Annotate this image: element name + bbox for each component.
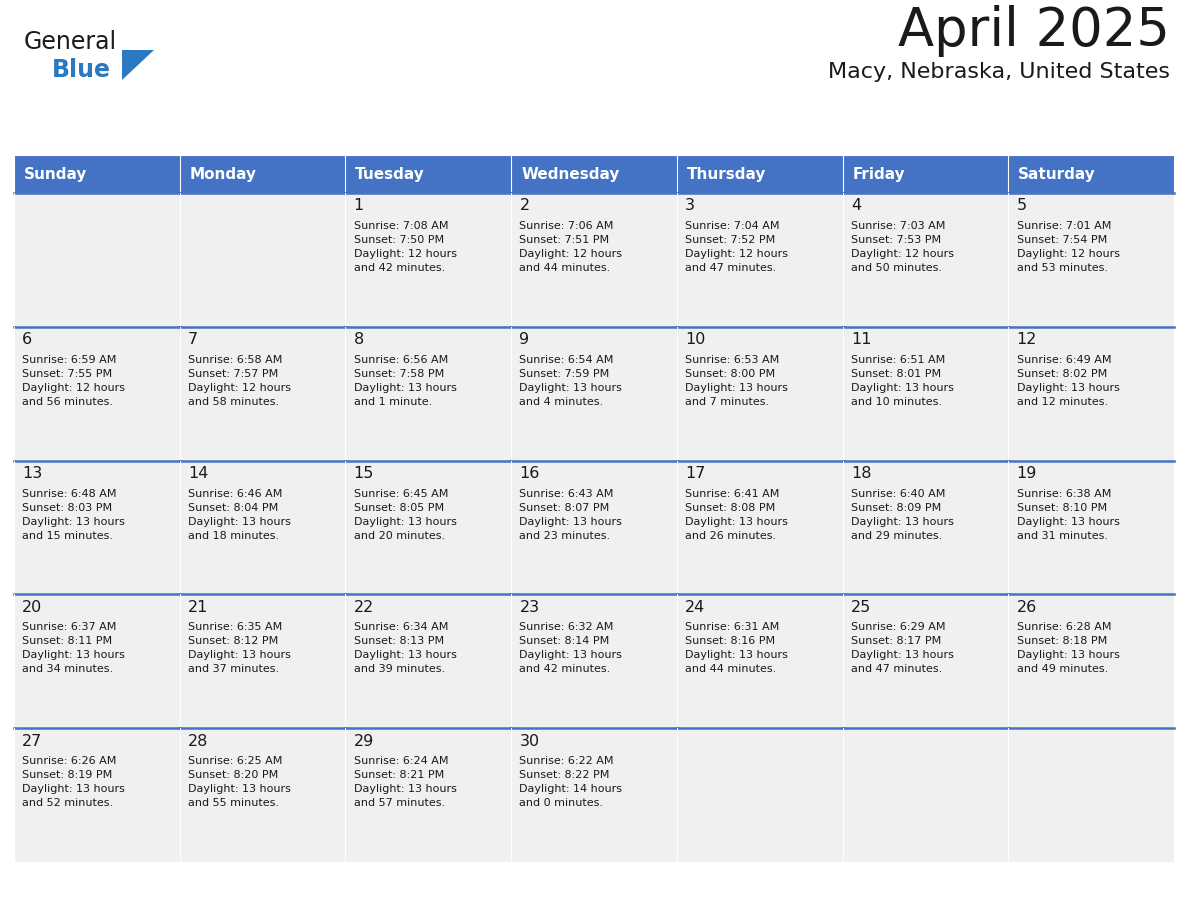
Text: Sunrise: 6:54 AM
Sunset: 7:59 PM
Daylight: 13 hours
and 4 minutes.: Sunrise: 6:54 AM Sunset: 7:59 PM Dayligh… (519, 355, 623, 407)
Text: Wednesday: Wednesday (522, 166, 619, 182)
Text: 20: 20 (23, 599, 43, 615)
Text: Sunrise: 6:31 AM
Sunset: 8:16 PM
Daylight: 13 hours
and 44 minutes.: Sunrise: 6:31 AM Sunset: 8:16 PM Dayligh… (685, 622, 788, 675)
Text: 1: 1 (354, 198, 364, 213)
Text: 9: 9 (519, 332, 530, 347)
Text: 21: 21 (188, 599, 208, 615)
Text: Sunday: Sunday (24, 166, 87, 182)
Text: 26: 26 (1017, 599, 1037, 615)
Text: Sunrise: 7:08 AM
Sunset: 7:50 PM
Daylight: 12 hours
and 42 minutes.: Sunrise: 7:08 AM Sunset: 7:50 PM Dayligh… (354, 221, 456, 273)
Text: 3: 3 (685, 198, 695, 213)
Text: Sunrise: 6:58 AM
Sunset: 7:57 PM
Daylight: 12 hours
and 58 minutes.: Sunrise: 6:58 AM Sunset: 7:57 PM Dayligh… (188, 355, 291, 407)
Text: Sunrise: 6:49 AM
Sunset: 8:02 PM
Daylight: 13 hours
and 12 minutes.: Sunrise: 6:49 AM Sunset: 8:02 PM Dayligh… (1017, 355, 1119, 407)
Text: 6: 6 (23, 332, 32, 347)
Text: 5: 5 (1017, 198, 1026, 213)
Text: 13: 13 (23, 466, 43, 481)
Text: Thursday: Thursday (687, 166, 766, 182)
Text: 24: 24 (685, 599, 706, 615)
Text: 18: 18 (851, 466, 871, 481)
Text: 14: 14 (188, 466, 208, 481)
Text: 8: 8 (354, 332, 364, 347)
Text: 2: 2 (519, 198, 530, 213)
Text: Sunrise: 6:29 AM
Sunset: 8:17 PM
Daylight: 13 hours
and 47 minutes.: Sunrise: 6:29 AM Sunset: 8:17 PM Dayligh… (851, 622, 954, 675)
Text: 11: 11 (851, 332, 871, 347)
Text: Saturday: Saturday (1018, 166, 1097, 182)
Text: 4: 4 (851, 198, 861, 213)
Text: 19: 19 (1017, 466, 1037, 481)
Text: Sunrise: 6:53 AM
Sunset: 8:00 PM
Daylight: 13 hours
and 7 minutes.: Sunrise: 6:53 AM Sunset: 8:00 PM Dayligh… (685, 355, 788, 407)
Text: Blue: Blue (52, 58, 110, 82)
Text: Sunrise: 6:34 AM
Sunset: 8:13 PM
Daylight: 13 hours
and 39 minutes.: Sunrise: 6:34 AM Sunset: 8:13 PM Dayligh… (354, 622, 456, 675)
Text: Sunrise: 6:48 AM
Sunset: 8:03 PM
Daylight: 13 hours
and 15 minutes.: Sunrise: 6:48 AM Sunset: 8:03 PM Dayligh… (23, 488, 125, 541)
Text: Sunrise: 6:25 AM
Sunset: 8:20 PM
Daylight: 13 hours
and 55 minutes.: Sunrise: 6:25 AM Sunset: 8:20 PM Dayligh… (188, 756, 291, 808)
Text: Sunrise: 6:40 AM
Sunset: 8:09 PM
Daylight: 13 hours
and 29 minutes.: Sunrise: 6:40 AM Sunset: 8:09 PM Dayligh… (851, 488, 954, 541)
Text: 17: 17 (685, 466, 706, 481)
Text: Sunrise: 7:01 AM
Sunset: 7:54 PM
Daylight: 12 hours
and 53 minutes.: Sunrise: 7:01 AM Sunset: 7:54 PM Dayligh… (1017, 221, 1119, 273)
Text: 25: 25 (851, 599, 871, 615)
Text: Sunrise: 6:51 AM
Sunset: 8:01 PM
Daylight: 13 hours
and 10 minutes.: Sunrise: 6:51 AM Sunset: 8:01 PM Dayligh… (851, 355, 954, 407)
Text: Sunrise: 6:43 AM
Sunset: 8:07 PM
Daylight: 13 hours
and 23 minutes.: Sunrise: 6:43 AM Sunset: 8:07 PM Dayligh… (519, 488, 623, 541)
Text: Sunrise: 6:56 AM
Sunset: 7:58 PM
Daylight: 13 hours
and 1 minute.: Sunrise: 6:56 AM Sunset: 7:58 PM Dayligh… (354, 355, 456, 407)
Polygon shape (122, 50, 154, 80)
Text: 30: 30 (519, 733, 539, 748)
Text: Sunrise: 6:22 AM
Sunset: 8:22 PM
Daylight: 14 hours
and 0 minutes.: Sunrise: 6:22 AM Sunset: 8:22 PM Dayligh… (519, 756, 623, 808)
Text: Macy, Nebraska, United States: Macy, Nebraska, United States (828, 62, 1170, 82)
Text: Sunrise: 6:32 AM
Sunset: 8:14 PM
Daylight: 13 hours
and 42 minutes.: Sunrise: 6:32 AM Sunset: 8:14 PM Dayligh… (519, 622, 623, 675)
Text: 10: 10 (685, 332, 706, 347)
Text: Sunrise: 6:46 AM
Sunset: 8:04 PM
Daylight: 13 hours
and 18 minutes.: Sunrise: 6:46 AM Sunset: 8:04 PM Dayligh… (188, 488, 291, 541)
Text: 12: 12 (1017, 332, 1037, 347)
Text: Sunrise: 6:37 AM
Sunset: 8:11 PM
Daylight: 13 hours
and 34 minutes.: Sunrise: 6:37 AM Sunset: 8:11 PM Dayligh… (23, 622, 125, 675)
Text: 27: 27 (23, 733, 43, 748)
Text: Sunrise: 6:28 AM
Sunset: 8:18 PM
Daylight: 13 hours
and 49 minutes.: Sunrise: 6:28 AM Sunset: 8:18 PM Dayligh… (1017, 622, 1119, 675)
Text: Sunrise: 7:06 AM
Sunset: 7:51 PM
Daylight: 12 hours
and 44 minutes.: Sunrise: 7:06 AM Sunset: 7:51 PM Dayligh… (519, 221, 623, 273)
Text: 23: 23 (519, 599, 539, 615)
Text: Sunrise: 6:35 AM
Sunset: 8:12 PM
Daylight: 13 hours
and 37 minutes.: Sunrise: 6:35 AM Sunset: 8:12 PM Dayligh… (188, 622, 291, 675)
Text: Sunrise: 6:24 AM
Sunset: 8:21 PM
Daylight: 13 hours
and 57 minutes.: Sunrise: 6:24 AM Sunset: 8:21 PM Dayligh… (354, 756, 456, 808)
Text: 22: 22 (354, 599, 374, 615)
Text: 28: 28 (188, 733, 208, 748)
Text: Sunrise: 6:45 AM
Sunset: 8:05 PM
Daylight: 13 hours
and 20 minutes.: Sunrise: 6:45 AM Sunset: 8:05 PM Dayligh… (354, 488, 456, 541)
Text: Sunrise: 7:04 AM
Sunset: 7:52 PM
Daylight: 12 hours
and 47 minutes.: Sunrise: 7:04 AM Sunset: 7:52 PM Dayligh… (685, 221, 788, 273)
Text: Sunrise: 7:03 AM
Sunset: 7:53 PM
Daylight: 12 hours
and 50 minutes.: Sunrise: 7:03 AM Sunset: 7:53 PM Dayligh… (851, 221, 954, 273)
Text: Sunrise: 6:41 AM
Sunset: 8:08 PM
Daylight: 13 hours
and 26 minutes.: Sunrise: 6:41 AM Sunset: 8:08 PM Dayligh… (685, 488, 788, 541)
Text: Sunrise: 6:38 AM
Sunset: 8:10 PM
Daylight: 13 hours
and 31 minutes.: Sunrise: 6:38 AM Sunset: 8:10 PM Dayligh… (1017, 488, 1119, 541)
Text: General: General (24, 30, 118, 54)
Text: Monday: Monday (190, 166, 257, 182)
Text: 29: 29 (354, 733, 374, 748)
Text: 16: 16 (519, 466, 539, 481)
Text: Sunrise: 6:26 AM
Sunset: 8:19 PM
Daylight: 13 hours
and 52 minutes.: Sunrise: 6:26 AM Sunset: 8:19 PM Dayligh… (23, 756, 125, 808)
Text: 7: 7 (188, 332, 198, 347)
Text: April 2025: April 2025 (898, 5, 1170, 57)
Text: Sunrise: 6:59 AM
Sunset: 7:55 PM
Daylight: 12 hours
and 56 minutes.: Sunrise: 6:59 AM Sunset: 7:55 PM Dayligh… (23, 355, 125, 407)
Text: Tuesday: Tuesday (355, 166, 425, 182)
Text: Friday: Friday (853, 166, 905, 182)
Text: 15: 15 (354, 466, 374, 481)
